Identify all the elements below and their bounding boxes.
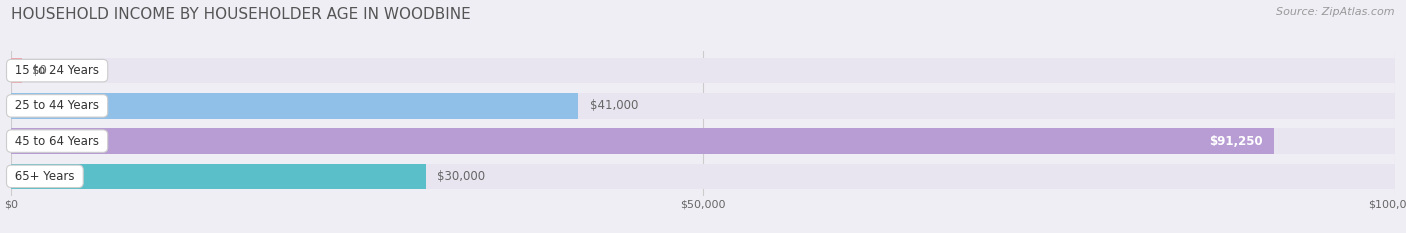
Text: 45 to 64 Years: 45 to 64 Years xyxy=(11,135,103,148)
Bar xyxy=(11,93,1395,119)
Bar xyxy=(11,58,1395,83)
Text: $0: $0 xyxy=(32,64,46,77)
Bar xyxy=(11,164,1395,189)
Bar xyxy=(11,128,1274,154)
Text: 15 to 24 Years: 15 to 24 Years xyxy=(11,64,103,77)
Bar xyxy=(11,164,426,189)
Text: Source: ZipAtlas.com: Source: ZipAtlas.com xyxy=(1277,7,1395,17)
Bar xyxy=(11,58,22,83)
Text: $30,000: $30,000 xyxy=(437,170,485,183)
Text: 25 to 44 Years: 25 to 44 Years xyxy=(11,99,103,112)
Text: 65+ Years: 65+ Years xyxy=(11,170,79,183)
Text: HOUSEHOLD INCOME BY HOUSEHOLDER AGE IN WOODBINE: HOUSEHOLD INCOME BY HOUSEHOLDER AGE IN W… xyxy=(11,7,471,22)
Bar xyxy=(11,128,1395,154)
Text: $91,250: $91,250 xyxy=(1209,135,1263,148)
Text: $41,000: $41,000 xyxy=(589,99,638,112)
Bar xyxy=(11,93,578,119)
